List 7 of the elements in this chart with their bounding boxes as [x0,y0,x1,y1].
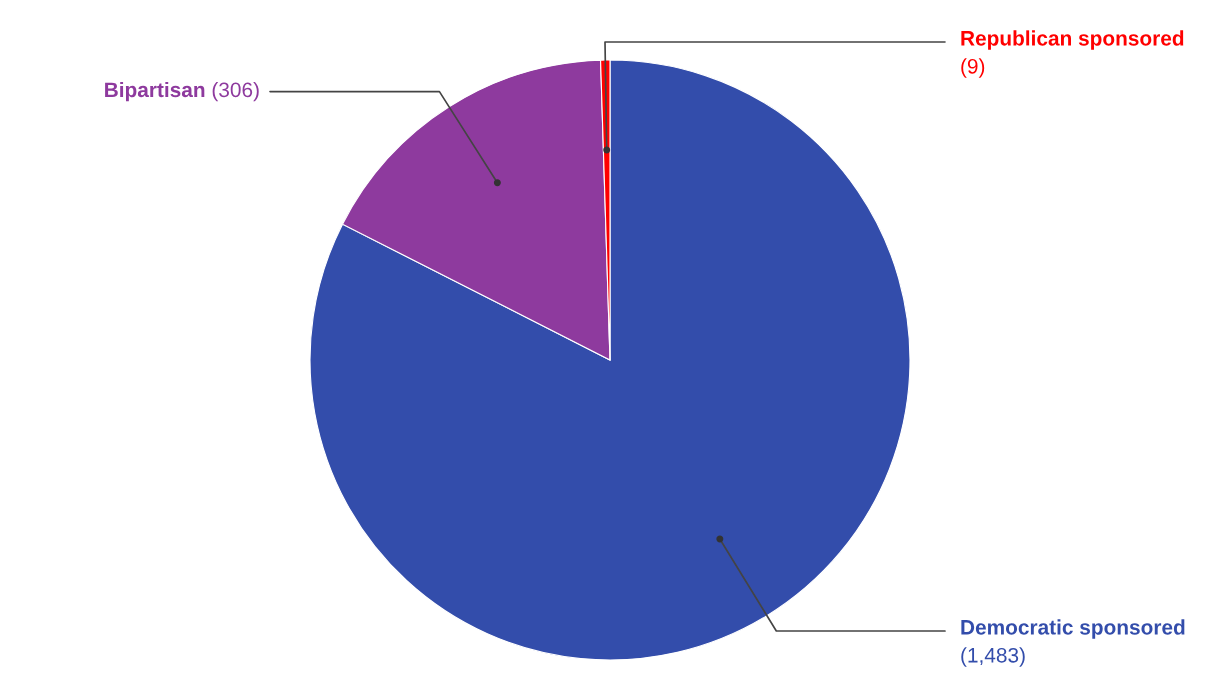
slice-label: Republican sponsored [961,30,1184,50]
data-label: (1,483) [961,647,1025,667]
data-label: (9) [961,58,985,78]
data-label: (306) [212,81,259,102]
pie-slice [309,59,911,661]
slice-label: Democratic sponsored [961,619,1185,639]
slice-label: Bipartisan [105,81,205,102]
